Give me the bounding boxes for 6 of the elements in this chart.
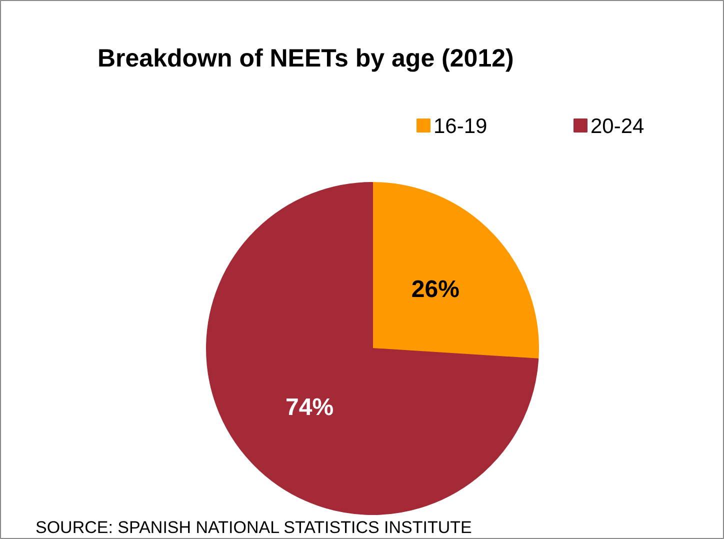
chart-title: Breakdown of NEETs by age (2012) [98,44,514,72]
data-label: 74% [286,394,334,422]
source-note: SOURCE: SPANISH NATIONAL STATISTICS INSTITUTE [36,518,472,537]
legend-label: 16-19 [434,115,488,138]
legend-label: 20-24 [590,115,645,138]
data-label: 26% [411,276,460,303]
